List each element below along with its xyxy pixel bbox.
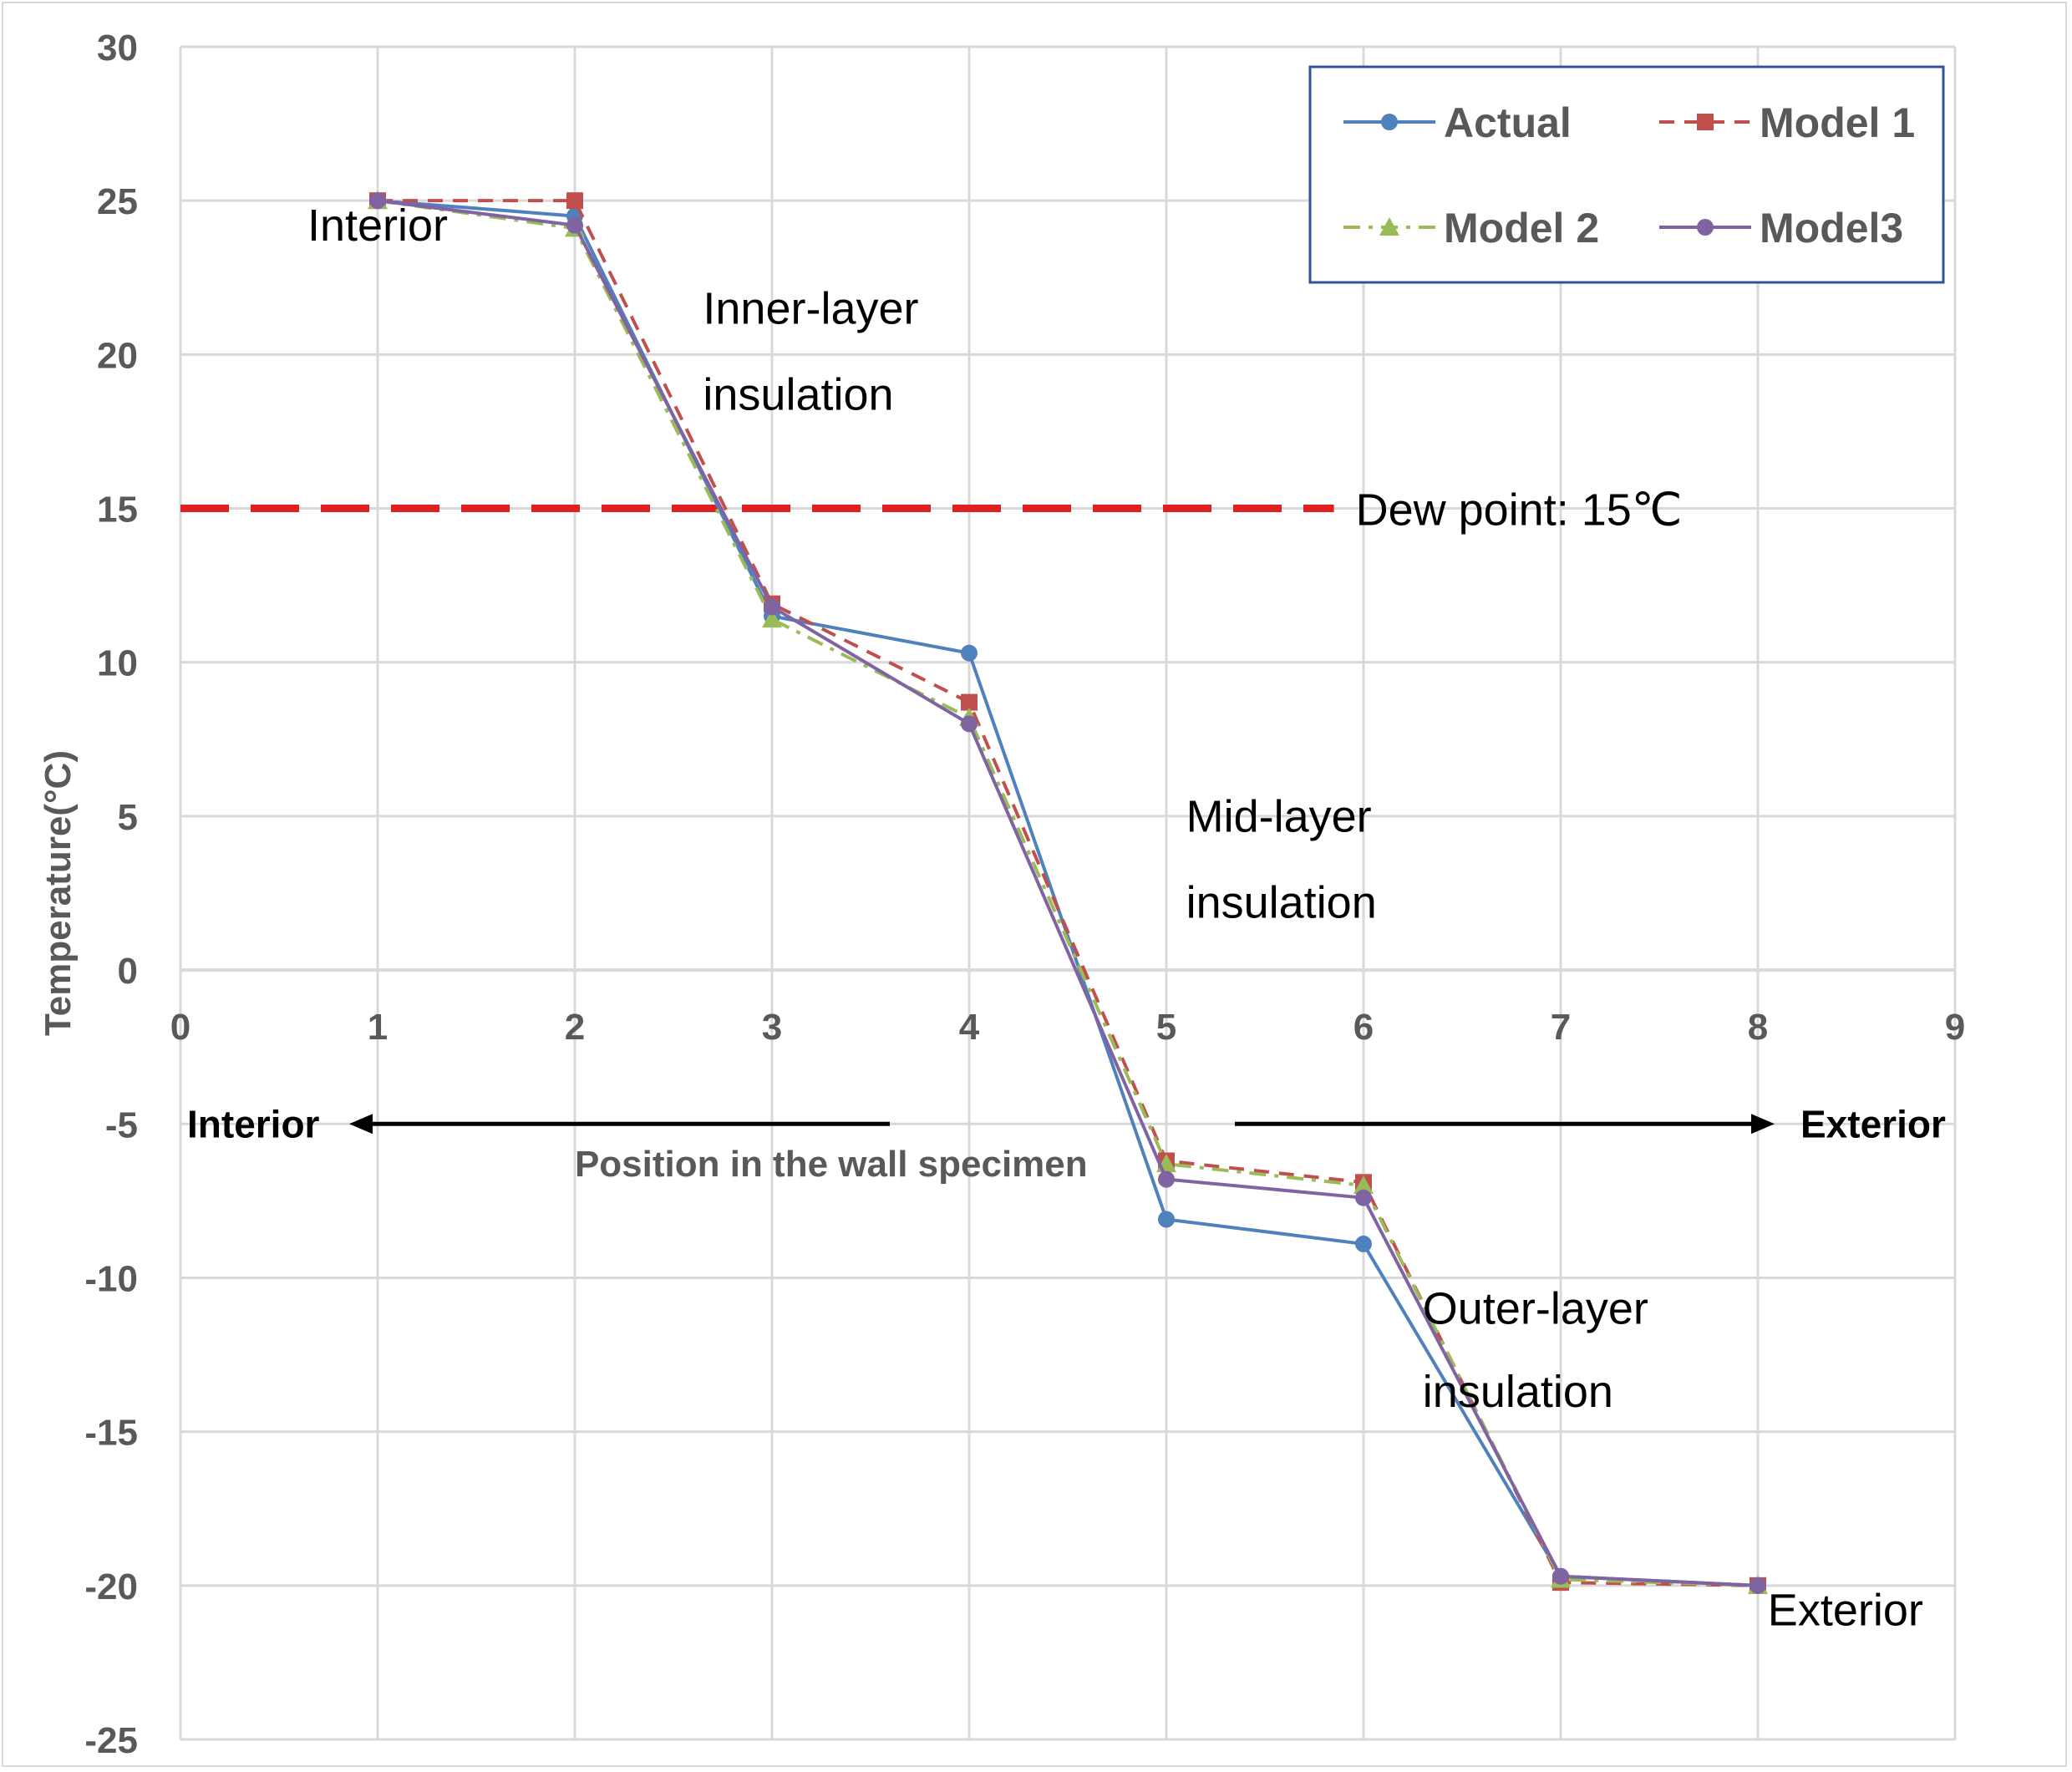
legend-label: Actual	[1444, 99, 1572, 146]
exterior-arrowhead	[1751, 1114, 1775, 1135]
y-tick-label: -15	[84, 1413, 138, 1454]
x-tick-label: 4	[959, 1007, 980, 1048]
interior-arrowhead	[349, 1114, 373, 1135]
y-tick-label: 0	[118, 951, 138, 992]
data-point	[566, 216, 583, 234]
x-tick-label: 7	[1551, 1007, 1571, 1048]
x-tick-label: 6	[1353, 1007, 1374, 1048]
series-line	[377, 199, 1759, 1587]
y-tick-label: 10	[97, 643, 138, 684]
legend-entry: Model 1	[1659, 99, 1915, 146]
data-point	[1353, 1175, 1374, 1194]
y-tick-label: -5	[105, 1104, 138, 1145]
x-tick-label: 0	[170, 1007, 190, 1048]
x-tick-label: 5	[1156, 1007, 1176, 1048]
x-tick-label: 2	[565, 1007, 585, 1048]
direction-label-exterior: Exterior	[1800, 1102, 1946, 1145]
dew-point-layer: Dew point: 15℃	[180, 485, 1682, 536]
data-point	[1552, 1567, 1569, 1585]
y-tick-label: -25	[84, 1720, 138, 1761]
data-point	[566, 192, 583, 210]
data-point	[764, 598, 780, 616]
series-line	[377, 199, 1759, 1587]
data-point	[369, 192, 386, 210]
grid	[179, 45, 1957, 1741]
legend-entry: Model3	[1659, 205, 1903, 251]
legend-entry: Actual	[1343, 99, 1572, 146]
annotation-label: Mid-layer	[1186, 791, 1372, 841]
data-point	[961, 693, 978, 711]
legend-label: Model 1	[1760, 99, 1915, 146]
annotation-label: Outer-layer	[1423, 1284, 1648, 1334]
x-tick-label: 1	[368, 1007, 388, 1048]
annotation-label: insulation	[703, 370, 893, 420]
data-point	[1750, 1577, 1766, 1594]
y-tick-label: 25	[97, 181, 138, 222]
y-tick-label: 15	[97, 490, 138, 531]
direction-label-interior: Interior	[187, 1102, 320, 1145]
legend-swatch-marker	[1381, 114, 1398, 130]
y-axis-title: Temperature(°C)	[38, 750, 79, 1036]
annotation-label: Interior	[307, 201, 448, 251]
annotations: Interior Exterior Interior Inner-layer insul…	[187, 201, 1946, 1636]
data-point	[961, 644, 978, 662]
legend-swatch-marker	[1697, 219, 1714, 236]
annotation-label: insulation	[1423, 1367, 1613, 1417]
data-point	[1158, 1211, 1175, 1228]
series-layer	[368, 190, 1768, 1594]
data-point	[961, 715, 978, 733]
legend: Actual Model 1 Model 2 Model3	[1308, 65, 1945, 284]
series-line	[377, 199, 1759, 1587]
annotation-label: Exterior	[1768, 1586, 1923, 1636]
legend-entry: Model 2	[1343, 205, 1599, 251]
y-tick-label: -10	[84, 1258, 138, 1299]
legend-swatch-marker	[1697, 114, 1714, 130]
legend-swatch-marker	[1379, 217, 1399, 236]
data-point	[1158, 1170, 1175, 1188]
y-tick-label: 5	[118, 797, 138, 838]
x-axis-title: Position in the wall specimen	[575, 1144, 1088, 1185]
x-tick-label: 3	[762, 1007, 782, 1048]
legend-label: Model3	[1760, 205, 1903, 251]
annotation-label: insulation	[1186, 877, 1377, 927]
data-point	[1355, 1189, 1372, 1206]
annotation-label: Inner-layer	[703, 284, 918, 334]
legend-box	[1308, 65, 1945, 284]
x-tick-label: 9	[1945, 1007, 1965, 1048]
legend-label: Model 2	[1444, 205, 1599, 251]
data-point	[1355, 1235, 1372, 1252]
tick-labels: -25 -20 -15 -10 -5 0 5 10 15 20 25 30 0 1 2 3 4 5 6 7 8 9 Temp…	[38, 28, 1965, 1761]
data-point	[762, 609, 782, 628]
series-model3	[369, 192, 1766, 1594]
y-tick-label: 30	[97, 28, 138, 69]
y-tick-label: 20	[97, 335, 138, 376]
x-tick-label: 8	[1748, 1007, 1768, 1048]
dew-point-label: Dew point: 15℃	[1356, 485, 1683, 536]
y-tick-label: -20	[84, 1566, 138, 1607]
